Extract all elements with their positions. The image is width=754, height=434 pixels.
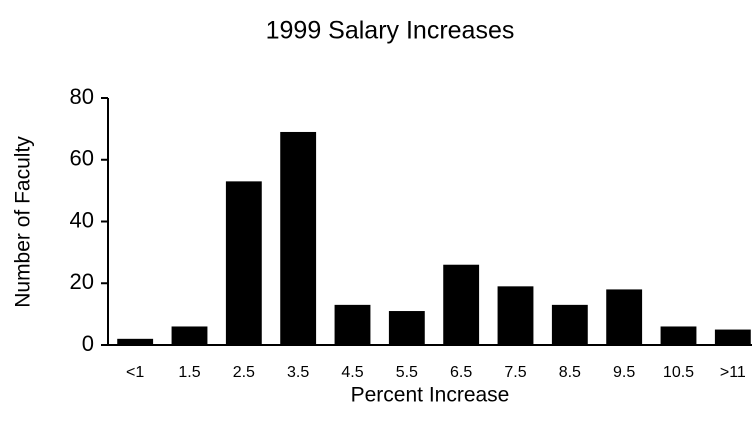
bar xyxy=(334,304,371,345)
bar xyxy=(551,304,588,345)
bar xyxy=(171,326,208,345)
bar xyxy=(443,264,480,345)
y-tick-label: 60 xyxy=(70,146,94,171)
bar xyxy=(225,181,262,345)
x-tick-label: 3.5 xyxy=(287,364,309,381)
x-tick-label: >11 xyxy=(720,364,746,381)
bar xyxy=(606,289,643,345)
bar xyxy=(117,338,154,345)
x-tick-label: 6.5 xyxy=(450,364,472,381)
bar xyxy=(497,286,534,345)
bar xyxy=(714,329,751,345)
x-tick-label: <1 xyxy=(126,364,144,381)
x-tick-label: 10.5 xyxy=(663,364,694,381)
x-tick-label: 8.5 xyxy=(559,364,581,381)
y-tick-label: 40 xyxy=(70,207,94,232)
chart-title: 1999 Salary Increases xyxy=(266,17,515,45)
x-tick-label: 2.5 xyxy=(233,364,255,381)
x-tick-label: 5.5 xyxy=(396,364,418,381)
y-tick-label: 20 xyxy=(70,269,94,294)
bar xyxy=(660,326,697,345)
bar xyxy=(280,131,317,345)
x-axis-label: Percent Increase xyxy=(351,384,510,407)
x-tick-label: 9.5 xyxy=(613,364,635,381)
x-tick-label: 7.5 xyxy=(504,364,526,381)
y-tick-label: 0 xyxy=(82,331,94,356)
bar xyxy=(388,311,425,345)
x-tick-label: 1.5 xyxy=(178,364,200,381)
y-axis-label: Number of Faculty xyxy=(12,136,35,308)
x-tick-label: 4.5 xyxy=(341,364,363,381)
y-tick-label: 80 xyxy=(70,84,94,109)
